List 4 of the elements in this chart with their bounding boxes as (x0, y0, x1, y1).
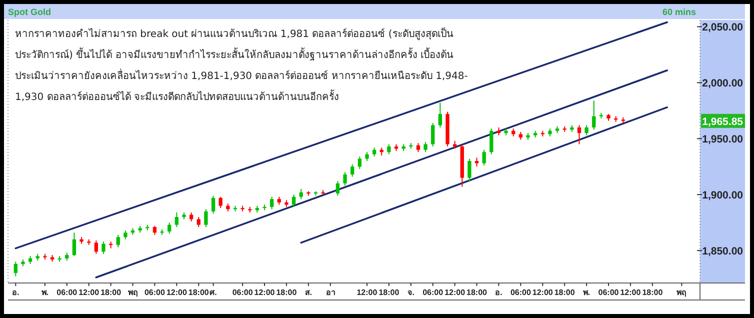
annotation: 1,965.85 (702, 116, 743, 128)
annotation: หากราคาทองคำไม่สามารถ break out ผ่านแนวต้านบริเวณ 1,981 ดอลลาร์ต่อออนซ์ (ระดับสูงสุดเป็นประวัติการณ์) ขึ้นไปได้ อาจมีแรงขายทำกำไรระยะสั้นให้กลับลงมาตั้งฐานราคาด้านล่างอีกครั้ง เบื้องต้นประเมินว่าราคายังคงเคลื่อนไหวระหว่าง 1,981-1,930 ดอลลาร์ต่อออนซ์ หากราคายืนเหนือระดับ 1,948-1,930 ดอลลาร์ต่อออนซ์ได้ จะมีแรงดีดกลับไปทดสอบแนวต้านด้านบนอีกครั้ง (15, 29, 468, 103)
chart-title: Spot Gold (8, 7, 51, 17)
chart-subtitle: 60 mins (662, 7, 696, 17)
